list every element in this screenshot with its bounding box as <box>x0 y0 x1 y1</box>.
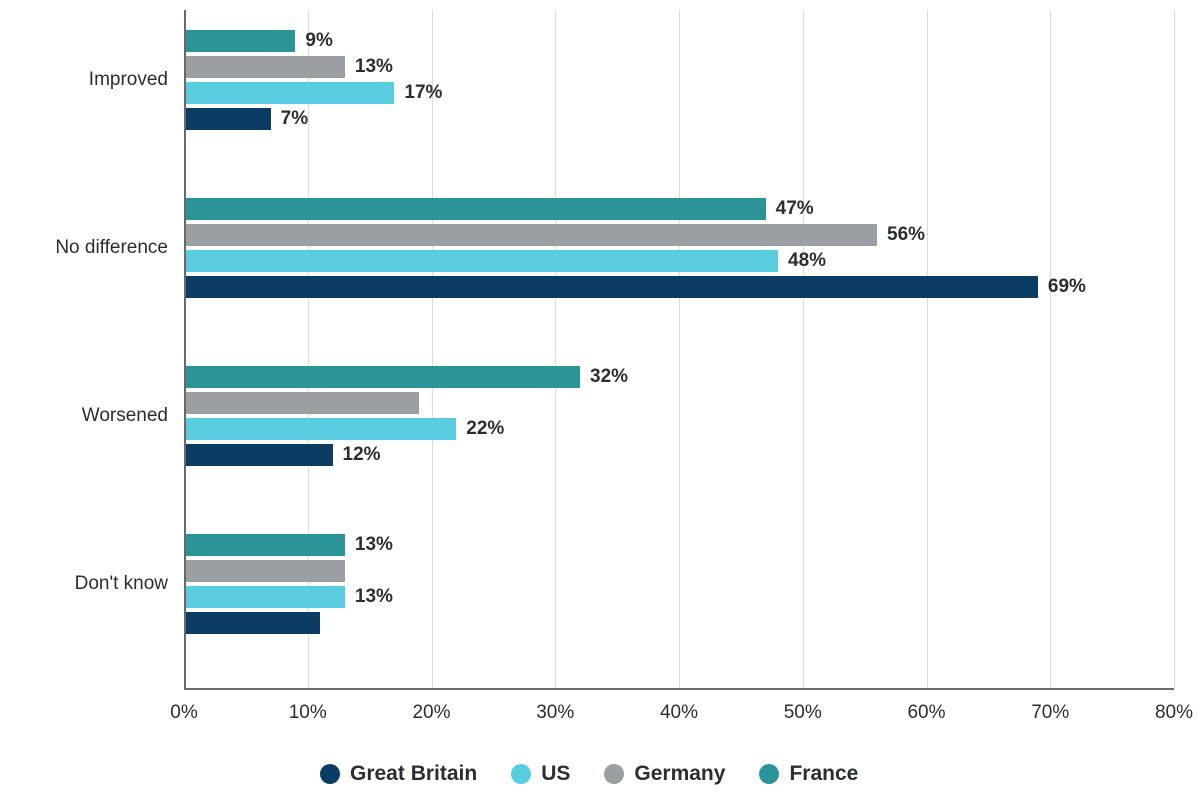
bar-value-label: 56% <box>887 224 925 246</box>
bar <box>186 56 345 78</box>
x-tick-label: 10% <box>289 702 327 724</box>
y-tick-label: Don't know <box>75 573 168 595</box>
bar <box>186 392 419 414</box>
y-tick-label: Improved <box>89 69 168 91</box>
bar <box>186 198 766 220</box>
bar <box>186 444 333 466</box>
bar <box>186 560 345 582</box>
bar-value-label: 13% <box>355 534 393 556</box>
x-tick-label: 0% <box>170 702 197 724</box>
gridline <box>803 10 804 688</box>
bar <box>186 418 456 440</box>
bar <box>186 30 295 52</box>
bar <box>186 108 271 130</box>
bar-value-label: 69% <box>1048 276 1086 298</box>
x-tick-label: 80% <box>1155 702 1193 724</box>
gridline <box>555 10 556 688</box>
bar <box>186 82 394 104</box>
bar-value-label: 47% <box>776 198 814 220</box>
legend-label: France <box>789 762 858 786</box>
x-tick-label: 60% <box>907 702 945 724</box>
bar-value-label: 12% <box>343 444 381 466</box>
bar-value-label: 13% <box>355 586 393 608</box>
plot-area: 0%10%20%30%40%50%60%70%80%9%13%17%7%47%5… <box>184 10 1174 688</box>
chart-root: 0% 10% 20% 30% 40% 50% 60% 70% 80% 9% 13% 17% 7% 47% 5… <box>0 0 1200 800</box>
bar <box>186 366 580 388</box>
bar-value-label: 13% <box>355 56 393 78</box>
legend-swatch <box>320 764 340 784</box>
bar-value-label: 48% <box>788 250 826 272</box>
legend-label: US <box>541 762 570 786</box>
gridline <box>679 10 680 688</box>
x-tick-label: 70% <box>1031 702 1069 724</box>
gridline <box>432 10 433 688</box>
bar <box>186 250 778 272</box>
x-tick-label: 50% <box>784 702 822 724</box>
y-tick-label: Worsened <box>82 405 168 427</box>
legend-label: Great Britain <box>350 762 477 786</box>
legend-label: Germany <box>634 762 725 786</box>
bar <box>186 276 1038 298</box>
bar <box>186 224 877 246</box>
gridline <box>1050 10 1051 688</box>
gridline <box>927 10 928 688</box>
legend-item: Great Britain <box>320 762 477 786</box>
gridline <box>1174 10 1175 688</box>
bar-value-label: 22% <box>466 418 504 440</box>
x-axis-line <box>184 688 1174 690</box>
legend-item: Germany <box>604 762 725 786</box>
bar-value-label: 32% <box>590 366 628 388</box>
x-tick-label: 30% <box>536 702 574 724</box>
bar-value-label: 17% <box>404 82 442 104</box>
legend-item: France <box>759 762 858 786</box>
x-tick-label: 40% <box>660 702 698 724</box>
legend-swatch <box>759 764 779 784</box>
x-tick-label: 20% <box>412 702 450 724</box>
legend: Great Britain US Germany France <box>320 762 858 786</box>
legend-swatch <box>604 764 624 784</box>
bar <box>186 586 345 608</box>
legend-item: US <box>511 762 570 786</box>
y-tick-label: No difference <box>55 237 168 259</box>
legend-swatch <box>511 764 531 784</box>
bar-value-label: 7% <box>281 108 308 130</box>
bar <box>186 612 320 634</box>
bar-value-label: 9% <box>305 30 332 52</box>
bar <box>186 534 345 556</box>
